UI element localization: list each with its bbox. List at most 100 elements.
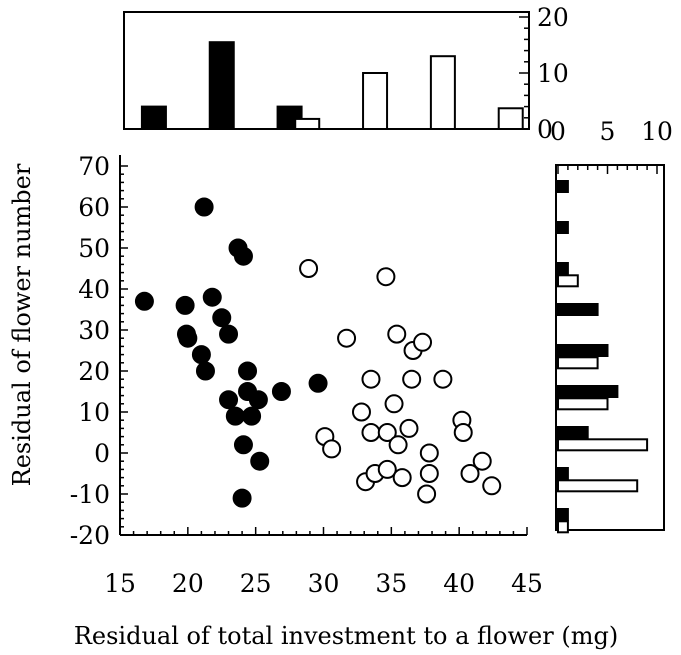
scatter-point — [191, 345, 211, 365]
y-tick-label: 10 — [78, 398, 110, 427]
scatter-point — [195, 361, 215, 381]
x-tick-label: 25 — [240, 569, 272, 598]
scatter-points — [134, 197, 502, 508]
scatter-point — [472, 451, 492, 471]
right-histogram-bar — [557, 385, 619, 398]
scatter-point — [202, 287, 222, 307]
right-histogram-bar — [557, 356, 599, 370]
y-tick-label: 60 — [78, 193, 110, 222]
right-histogram-bar — [557, 344, 609, 357]
scatter-point — [402, 369, 422, 389]
scatter-point — [351, 402, 371, 422]
x-tick-label: 20 — [172, 569, 204, 598]
top-histogram-bars — [140, 41, 524, 131]
scatter-point — [219, 324, 239, 344]
right-histogram-bar — [557, 303, 599, 316]
x-tick-label: 30 — [308, 569, 340, 598]
scatter-point — [419, 464, 439, 483]
right-histogram-ticks: 0 5 10 — [550, 117, 673, 174]
scatter-point — [413, 332, 433, 352]
right-histogram-bar — [557, 438, 649, 452]
scatter-point — [178, 328, 198, 348]
y-tick-label: 20 — [78, 357, 110, 386]
scatter-point — [271, 382, 291, 401]
scatter-point — [225, 406, 245, 426]
y-tick-label: 50 — [78, 234, 110, 263]
scatter-point — [482, 476, 502, 496]
right-histogram-bar — [557, 479, 639, 493]
x-axis-title: Residual of total investment to a flower… — [74, 622, 618, 650]
scatter-point — [242, 406, 262, 426]
scatter-point — [392, 468, 412, 488]
main-scatter-plot: 15 20 25 30 35 40 45 -20 -10 0 10 20 30 40 50 60 70 — [70, 152, 543, 598]
top-histogram-bar — [140, 105, 167, 130]
scatter-point — [134, 291, 154, 311]
top-histogram-tick-label: 0 — [537, 115, 553, 144]
top-histogram-ticks: 0 10 20 — [519, 3, 569, 144]
right-histogram-bar — [557, 221, 569, 234]
scatter-point — [194, 197, 214, 217]
scatter-point — [233, 435, 253, 455]
scatter-point — [233, 246, 253, 266]
scatter-point — [419, 443, 439, 463]
scatter-point — [299, 259, 319, 278]
right-histogram-bar — [557, 426, 589, 439]
scatter-point — [175, 295, 195, 315]
scatter-point — [453, 423, 473, 442]
right-histogram-tick-label: 5 — [600, 117, 616, 146]
top-histogram-bar — [429, 55, 456, 131]
right-histogram-bar — [557, 262, 569, 275]
scatter-point — [377, 459, 397, 479]
right-histogram-bar — [557, 397, 609, 411]
right-histogram-tick-label: 0 — [550, 117, 566, 146]
y-tick-label: -10 — [70, 480, 110, 509]
y-tick-label: 0 — [94, 439, 110, 468]
scatter-point — [399, 418, 419, 438]
scatter-point — [308, 373, 328, 393]
scatter-point — [433, 369, 453, 389]
top-histogram-bar — [294, 117, 321, 130]
right-histogram-tick-label: 10 — [641, 117, 673, 146]
right-histogram-bar — [557, 467, 569, 480]
scatter-point — [361, 369, 381, 389]
right-histogram: 0 5 10 — [550, 117, 673, 534]
scatter-point — [232, 488, 252, 508]
top-histogram-bar — [362, 72, 389, 130]
main-y-ticks: -20 -10 0 10 20 30 40 50 60 70 — [70, 152, 128, 550]
right-histogram-bar — [557, 508, 569, 521]
scatter-point — [384, 394, 404, 414]
scatter-point — [337, 328, 357, 348]
right-histogram-frame — [555, 164, 665, 531]
top-histogram-tick-label: 20 — [537, 3, 569, 32]
top-histogram-tick-label: 10 — [537, 59, 569, 88]
right-histogram-bar — [557, 180, 569, 193]
top-histogram-bar — [208, 41, 235, 131]
scatter-point — [361, 423, 381, 442]
scatter-point — [219, 390, 239, 410]
main-x-ticks: 15 20 25 30 35 40 45 — [104, 527, 543, 598]
scatter-point — [238, 361, 258, 381]
scatter-point — [212, 308, 232, 328]
y-tick-label: -20 — [70, 521, 110, 550]
y-axis-title: Residual of flower number — [8, 163, 36, 486]
scatter-point — [460, 464, 480, 483]
x-tick-label: 40 — [443, 569, 475, 598]
right-histogram-bar — [557, 274, 579, 288]
y-tick-label: 40 — [78, 275, 110, 304]
top-histogram-bar — [497, 107, 524, 130]
right-histogram-bars — [557, 180, 649, 534]
right-histogram-bar — [557, 520, 569, 534]
x-tick-label: 15 — [104, 569, 136, 598]
y-tick-label: 70 — [78, 152, 110, 181]
y-tick-label: 30 — [78, 316, 110, 345]
scatter-point — [322, 439, 342, 459]
top-histogram: 0 10 20 — [123, 3, 569, 144]
scatter-point — [388, 435, 408, 455]
top-histogram-frame — [123, 11, 530, 130]
scatter-point — [417, 484, 437, 504]
scatter-point — [376, 267, 396, 287]
x-tick-label: 35 — [375, 569, 407, 598]
x-tick-label: 45 — [511, 569, 543, 598]
scatter-point — [250, 451, 270, 471]
